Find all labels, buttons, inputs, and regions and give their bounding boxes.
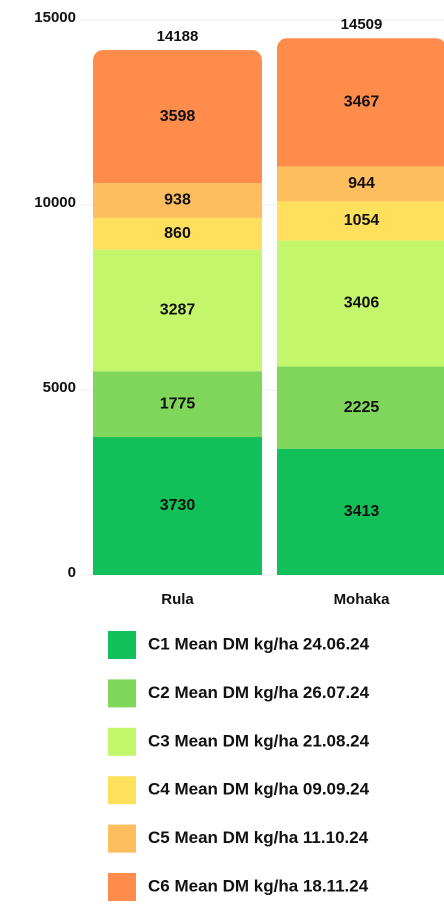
data-label: 860 — [164, 225, 191, 242]
bar-group — [277, 38, 444, 575]
x-tick-label: Mohaka — [334, 591, 391, 608]
x-tick-label: Rula — [161, 591, 194, 608]
legend-swatch — [108, 727, 136, 756]
data-label: 1775 — [160, 395, 196, 412]
data-label: 938 — [164, 192, 191, 209]
legend-swatch — [108, 679, 136, 708]
legend-label: C3 Mean DM kg/ha 21.08.24 — [148, 731, 370, 750]
data-label: 944 — [348, 175, 375, 192]
bar-segment — [277, 166, 444, 202]
data-label: 3406 — [344, 295, 380, 312]
y-tick-label: 10000 — [34, 194, 76, 211]
data-label: 3287 — [160, 302, 196, 319]
legend-swatch — [108, 824, 136, 853]
legend-label: C1 Mean DM kg/ha 24.06.24 — [148, 634, 370, 653]
bar-group — [93, 50, 262, 575]
legend-swatch — [108, 873, 136, 901]
data-label: 2225 — [344, 399, 380, 416]
bar-segment — [93, 217, 262, 250]
y-tick-label: 5000 — [43, 379, 76, 396]
total-label: 14509 — [341, 16, 383, 33]
bar-segment — [277, 201, 444, 241]
data-label: 3413 — [344, 503, 380, 520]
bar-segment — [277, 240, 444, 367]
y-tick-label: 0 — [68, 564, 76, 581]
data-label: 3598 — [160, 108, 196, 125]
legend-swatch — [108, 631, 136, 659]
legend-label: C2 Mean DM kg/ha 26.07.24 — [148, 683, 370, 702]
total-label: 14188 — [157, 28, 199, 45]
y-tick-label: 15000 — [34, 9, 76, 26]
bar-segment — [93, 436, 262, 575]
bar-segment — [277, 448, 444, 575]
bar-segment — [277, 38, 444, 167]
bar-segment — [93, 249, 262, 372]
legend-label: C4 Mean DM kg/ha 09.09.24 — [148, 780, 370, 799]
bar-segment — [277, 366, 444, 449]
data-label: 3467 — [344, 94, 380, 111]
bar-segment — [93, 371, 262, 437]
bar-segment — [93, 183, 262, 218]
legend-swatch — [108, 776, 136, 805]
data-label: 1054 — [344, 212, 380, 229]
legend-label: C6 Mean DM kg/ha 18.11.24 — [148, 876, 369, 895]
data-label: 3730 — [160, 497, 196, 514]
bar-segment — [93, 50, 262, 184]
legend-label: C5 Mean DM kg/ha 11.10.24 — [148, 828, 369, 847]
